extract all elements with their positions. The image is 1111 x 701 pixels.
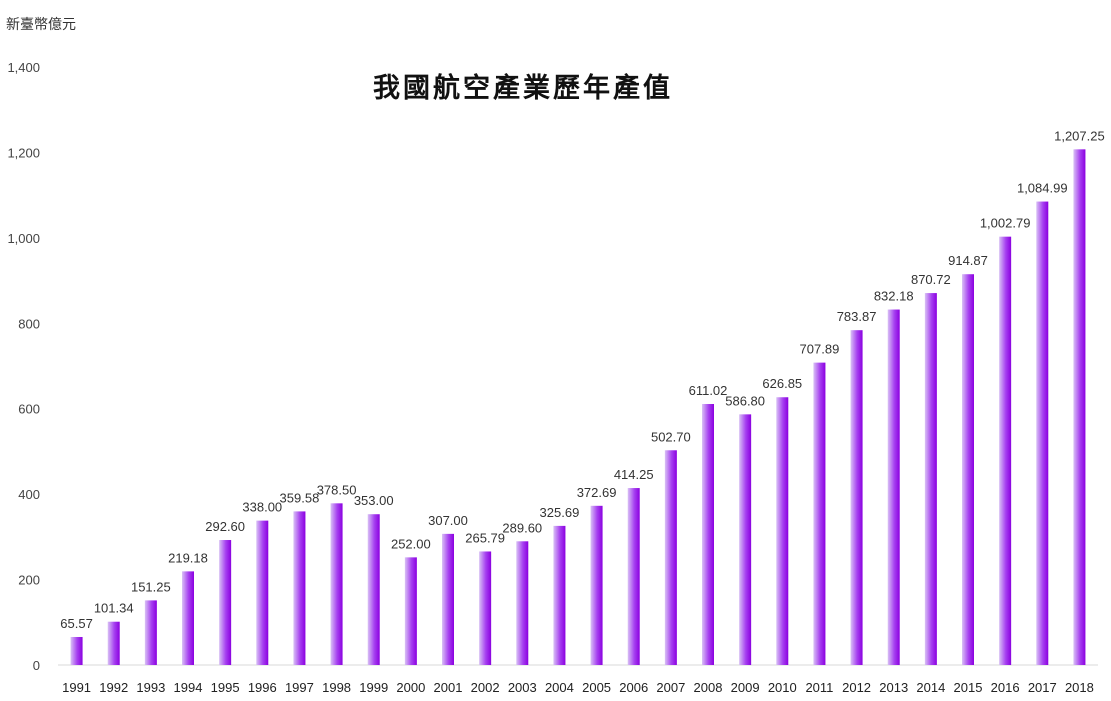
bar: [404, 557, 417, 665]
y-tick-label: 1,400: [7, 60, 40, 75]
data-label: 586.80: [725, 393, 765, 408]
data-label: 151.25: [131, 579, 171, 594]
x-tick-label: 1998: [322, 680, 351, 695]
bar: [182, 571, 194, 665]
bar: [999, 236, 1012, 666]
bar: [850, 330, 863, 665]
bar: [256, 520, 269, 665]
x-tick-label: 2003: [508, 680, 537, 695]
x-tick-label: 1996: [248, 680, 277, 695]
x-tick-label: 2017: [1028, 680, 1057, 695]
data-label: 252.00: [391, 536, 431, 551]
x-tick-label: 2004: [545, 680, 574, 695]
bar: [442, 533, 454, 665]
x-tick-label: 2001: [434, 680, 463, 695]
x-tick-label: 1997: [285, 680, 314, 695]
data-label: 832.18: [874, 289, 914, 304]
x-tick-label: 1991: [62, 680, 91, 695]
data-label: 611.02: [689, 383, 728, 398]
data-label: 414.25: [614, 467, 654, 482]
x-tick-label: 2015: [954, 680, 983, 695]
bar: [739, 414, 752, 665]
x-tick-label: 2008: [694, 680, 723, 695]
data-label: 378.50: [317, 482, 357, 497]
data-label: 265.79: [465, 530, 505, 545]
x-tick-label: 2013: [879, 680, 908, 695]
x-tick-label: 2018: [1065, 680, 1094, 695]
y-axis: 0 200 400 600 800 1,000 1,200 1,400: [7, 60, 1098, 673]
bar: [70, 636, 83, 665]
bar: [293, 511, 306, 665]
data-label: 325.69: [540, 505, 580, 520]
x-tick-label: 2005: [582, 680, 611, 695]
bar: [664, 450, 677, 665]
data-label: 219.18: [168, 550, 208, 565]
x-tick-label: 1995: [211, 680, 240, 695]
y-tick-label: 600: [18, 402, 40, 417]
data-label: 502.70: [651, 429, 691, 444]
data-label: 1,084.99: [1017, 181, 1068, 196]
x-tick-label: 2010: [768, 680, 797, 695]
bar: [776, 397, 789, 665]
data-label: 914.87: [948, 253, 988, 268]
data-label: 1,207.25: [1054, 128, 1105, 143]
data-label: 65.57: [60, 616, 93, 631]
bar: [553, 525, 566, 665]
x-tick-label: 2009: [731, 680, 760, 695]
bar: [367, 514, 380, 665]
data-label: 338.00: [242, 500, 282, 515]
bar: [516, 541, 529, 665]
bars: [70, 149, 1086, 666]
data-label: 707.89: [800, 342, 840, 357]
bar: [887, 309, 900, 665]
y-tick-label: 400: [18, 487, 40, 502]
x-tick-label: 2014: [916, 680, 945, 695]
data-label: 870.72: [911, 272, 951, 287]
x-tick-label: 1999: [359, 680, 388, 695]
bar: [1036, 201, 1049, 666]
chart-title: 我國航空產業歷年產值: [373, 73, 673, 104]
data-label: 292.60: [205, 519, 245, 534]
x-tick-label: 2007: [656, 680, 685, 695]
data-label: 372.69: [577, 485, 617, 500]
bar: [330, 503, 343, 665]
data-label: 289.60: [502, 520, 542, 535]
x-tick-label: 2002: [471, 680, 500, 695]
x-tick-label: 2016: [991, 680, 1020, 695]
x-tick-label: 1994: [174, 680, 203, 695]
bar: [219, 540, 232, 665]
bar: [627, 488, 640, 665]
bar: [107, 621, 120, 665]
bar: [144, 600, 157, 665]
data-label: 307.00: [428, 513, 468, 528]
y-tick-label: 1,200: [7, 145, 40, 160]
y-tick-label: 1,000: [7, 231, 40, 246]
x-tick-label: 2012: [842, 680, 871, 695]
y-tick-label: 0: [33, 658, 40, 673]
y-axis-unit-label: 新臺幣億元: [6, 17, 76, 33]
bar: [1073, 149, 1086, 665]
x-tick-label: 1992: [99, 680, 128, 695]
data-label: 783.87: [837, 309, 877, 324]
x-tick-label: 2000: [396, 680, 425, 695]
data-label: 626.85: [762, 376, 802, 391]
bar: [924, 293, 937, 665]
y-tick-label: 200: [18, 573, 40, 588]
x-tick-label: 2011: [805, 680, 833, 695]
y-tick-label: 800: [18, 316, 40, 331]
bar: [479, 551, 492, 665]
bar: [813, 362, 826, 665]
data-label: 1,002.79: [980, 216, 1031, 231]
bar: [590, 505, 603, 665]
bar: [702, 404, 714, 665]
data-label: 353.00: [354, 493, 394, 508]
data-label: 101.34: [94, 601, 134, 616]
x-tick-label: 1993: [136, 680, 165, 695]
data-label: 359.58: [280, 490, 320, 505]
bar: [962, 274, 974, 665]
x-axis: 1991 1992 1993 1994 1995 1996 1997 1998 1999 2000…: [62, 680, 1094, 695]
x-tick-label: 2006: [619, 680, 648, 695]
